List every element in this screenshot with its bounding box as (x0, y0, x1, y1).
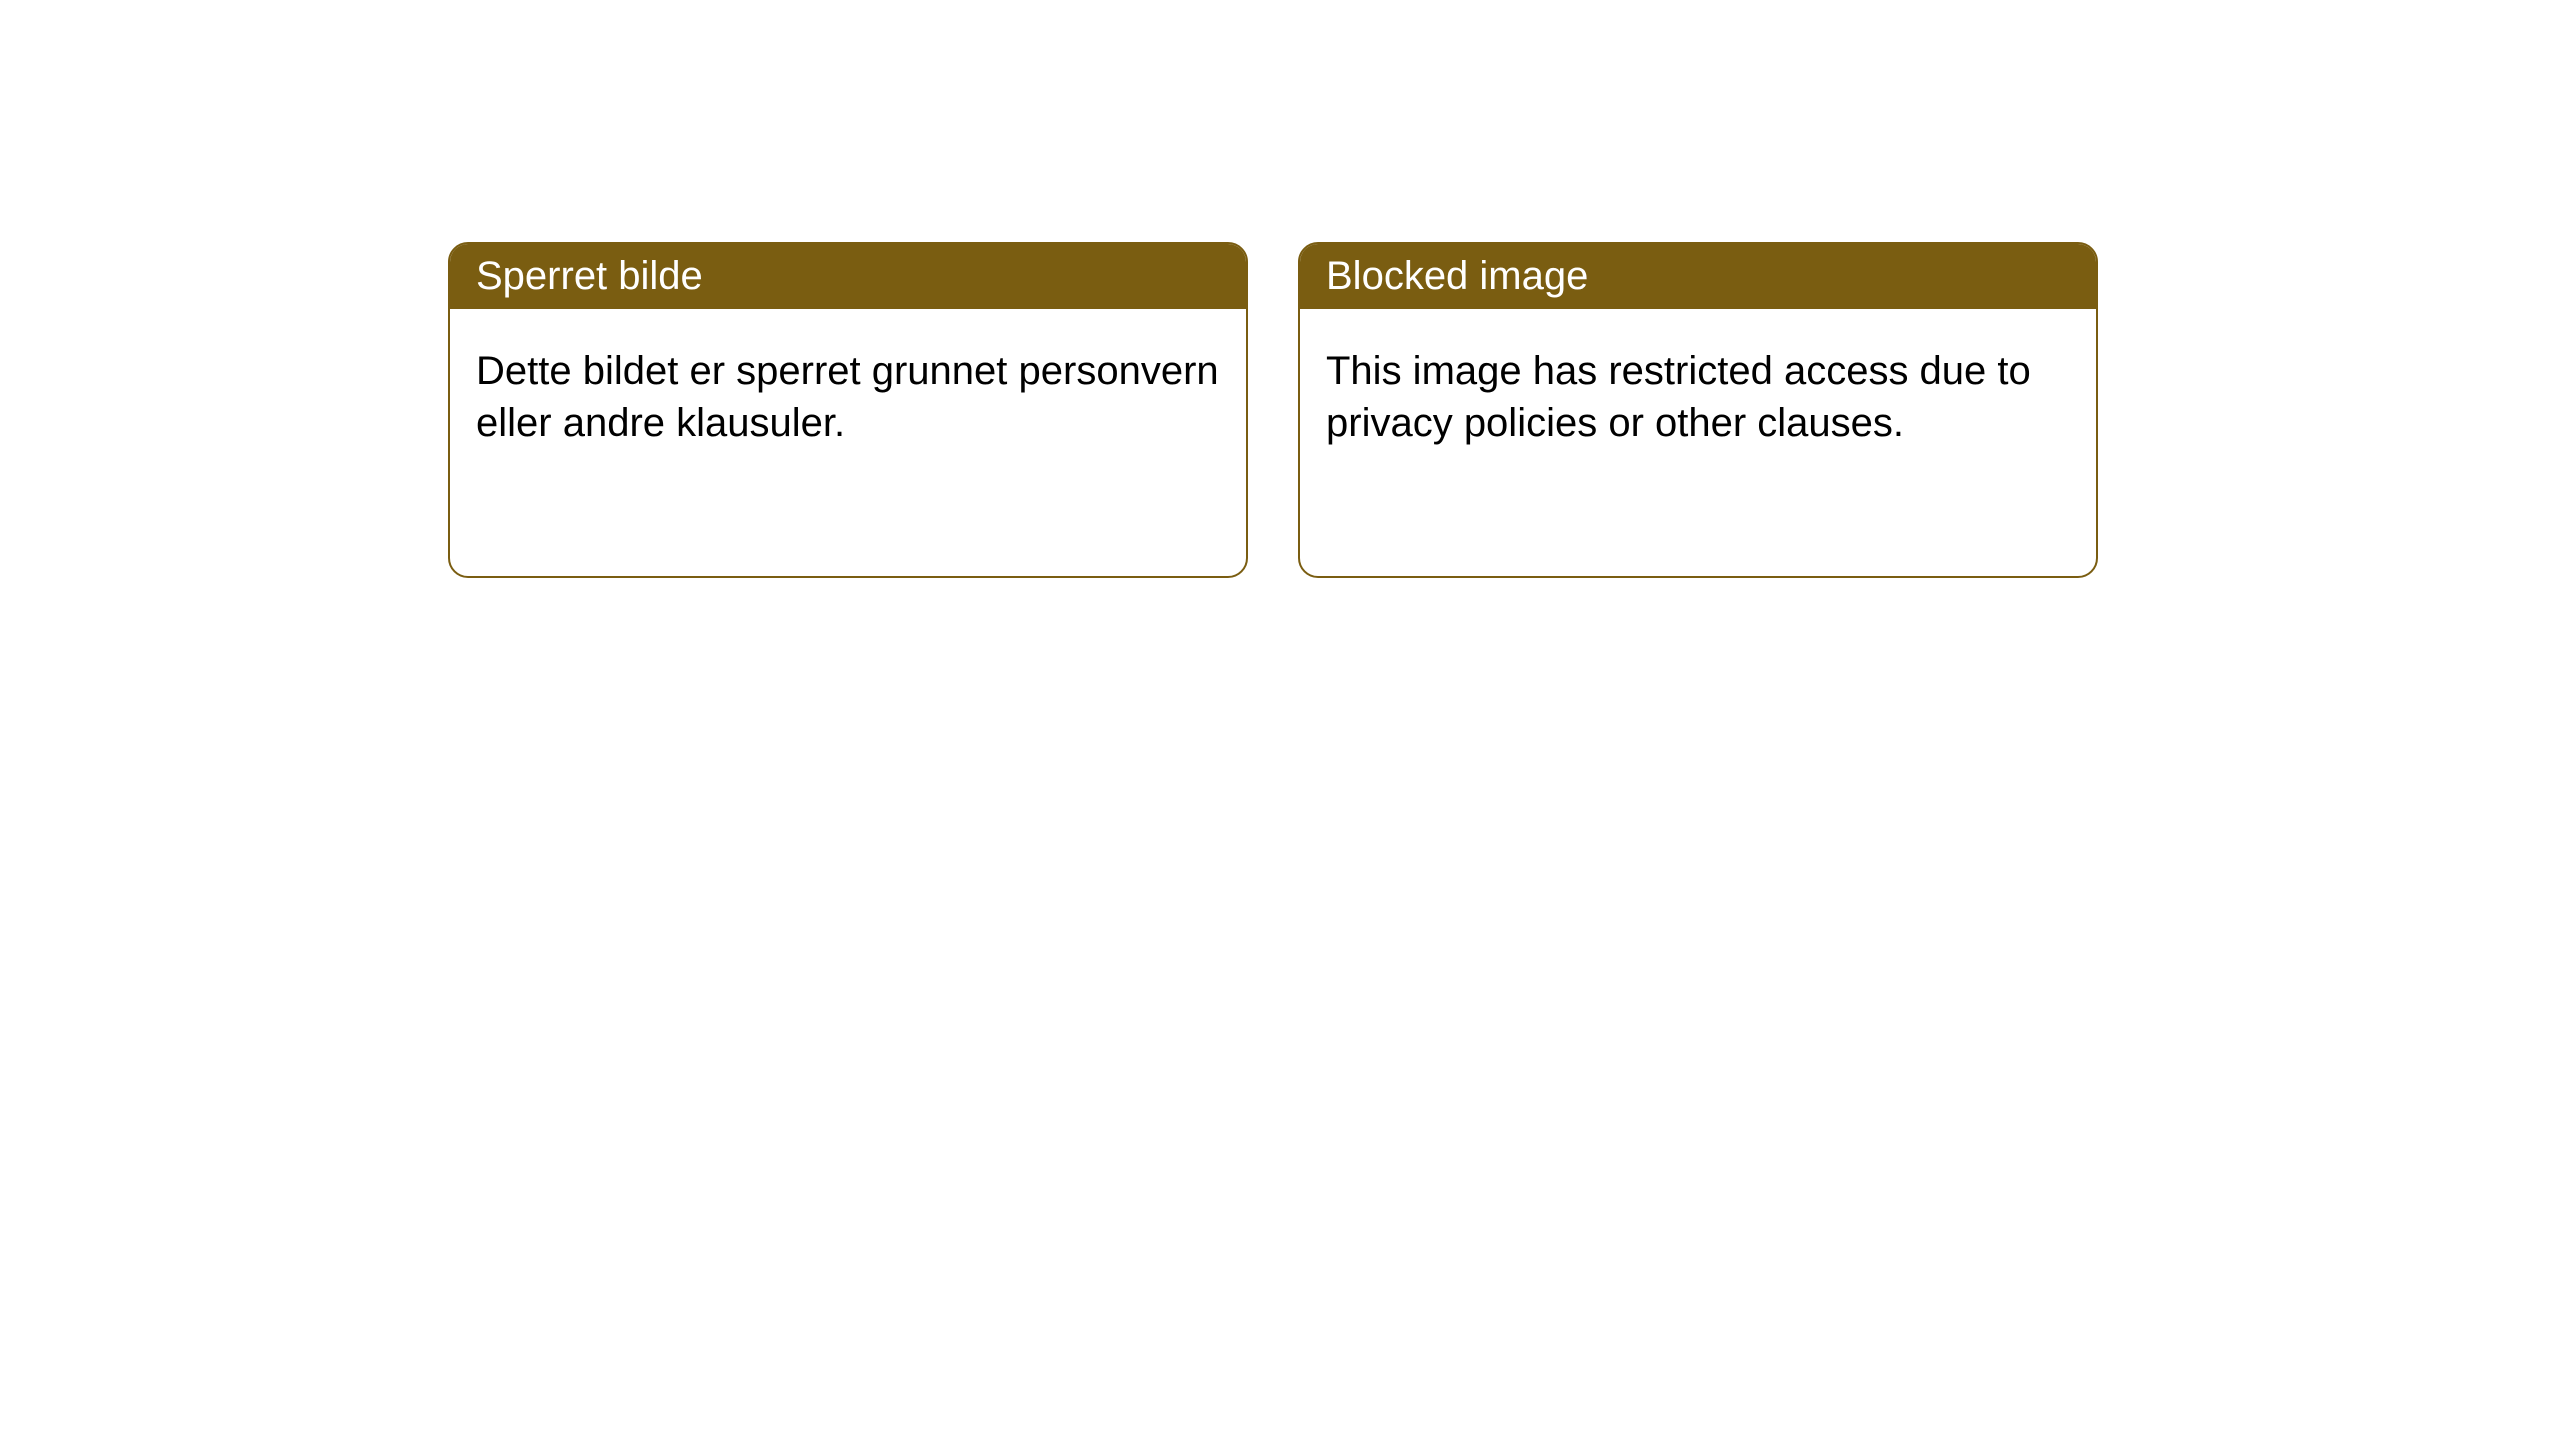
card-title: Sperret bilde (476, 254, 703, 298)
notice-container: Sperret bilde Dette bildet er sperret gr… (0, 0, 2560, 578)
card-header: Blocked image (1300, 244, 2096, 309)
blocked-image-card-norwegian: Sperret bilde Dette bildet er sperret gr… (448, 242, 1248, 578)
card-header: Sperret bilde (450, 244, 1246, 309)
blocked-image-card-english: Blocked image This image has restricted … (1298, 242, 2098, 578)
card-title: Blocked image (1326, 254, 1588, 298)
card-body-text: Dette bildet er sperret grunnet personve… (476, 349, 1219, 445)
card-body-text: This image has restricted access due to … (1326, 349, 2031, 445)
card-body: Dette bildet er sperret grunnet personve… (450, 309, 1246, 485)
card-body: This image has restricted access due to … (1300, 309, 2096, 485)
